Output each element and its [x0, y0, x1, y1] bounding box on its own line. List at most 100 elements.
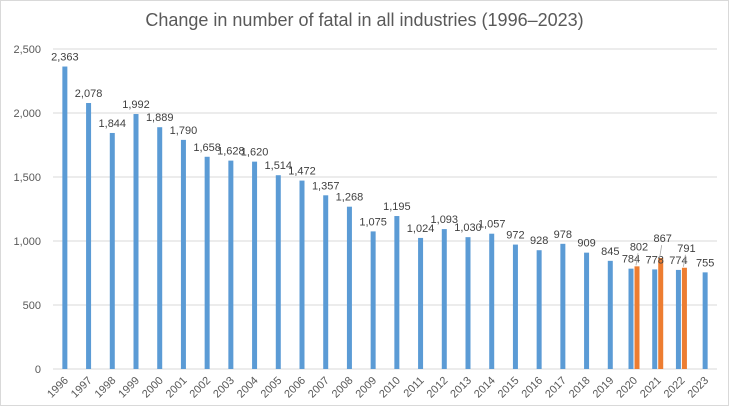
y-tick-label: 500	[23, 300, 41, 312]
bar-2004	[252, 161, 258, 369]
bar-2018	[584, 252, 590, 369]
data-label-2018: 909	[577, 238, 595, 250]
x-tick-label: 2009	[353, 375, 379, 401]
y-axis: 0 500 1,000 1,500 2,000 2,500	[13, 44, 41, 376]
bar-2020	[628, 268, 634, 369]
bar-2010	[394, 216, 400, 369]
bar-secondary-2020	[634, 266, 640, 369]
data-label-2001: 1,790	[170, 125, 198, 137]
y-tick-label: 2,000	[13, 108, 41, 120]
data-label-secondary-2021: 867	[654, 233, 672, 245]
leader-line	[683, 254, 686, 267]
x-tick-label: 2017	[543, 375, 569, 401]
y-tick-label: 0	[35, 364, 41, 376]
data-label-2021: 778	[646, 254, 664, 266]
x-tick-label: 2011	[401, 375, 426, 400]
data-label-2007: 1,357	[312, 180, 340, 192]
data-label-secondary-2022: 791	[677, 243, 695, 255]
x-tick-label: 2013	[448, 375, 474, 401]
data-label-2020: 784	[622, 254, 640, 266]
bar-1999	[133, 114, 139, 369]
x-tick-label: 2018	[567, 375, 593, 401]
x-tick-label: 1999	[116, 375, 142, 401]
x-tick-label: 2000	[140, 375, 166, 401]
bar-2003	[228, 160, 234, 369]
data-label-2012: 1,093	[431, 214, 459, 226]
data-label-1998: 1,844	[99, 118, 127, 130]
data-label-2006: 1,472	[288, 166, 316, 178]
data-label-1997: 2,078	[75, 88, 103, 100]
bar-secondary-2022	[681, 267, 687, 369]
x-tick-label: 1996	[45, 375, 71, 401]
data-label-2011: 1,024	[407, 223, 435, 235]
x-tick-label: 1998	[93, 375, 119, 401]
data-label-2023: 755	[696, 257, 714, 269]
data-label-2004: 1,620	[241, 147, 269, 159]
data-label-2010: 1,195	[383, 201, 411, 213]
x-tick-label: 2021	[638, 375, 664, 401]
y-tick-label: 1,000	[13, 236, 41, 248]
bar-1997	[86, 103, 92, 370]
data-label-2013: 1,030	[454, 222, 482, 234]
data-label-2003: 1,628	[217, 146, 245, 158]
bar-secondary-2021	[658, 258, 664, 369]
bar-2013	[465, 237, 471, 369]
leader-line	[635, 253, 639, 266]
data-label-2005: 1,514	[265, 160, 293, 172]
chart-title: Change in number of fatal in all industr…	[145, 10, 584, 30]
x-tick-label: 2003	[211, 375, 237, 401]
y-tick-label: 1,500	[13, 172, 41, 184]
bar-2000	[157, 127, 163, 369]
bar-2015	[512, 244, 518, 369]
x-tick-label: 2020	[614, 375, 640, 401]
x-tick-label: 2008	[330, 375, 356, 401]
bar-2002	[204, 156, 210, 369]
bar-2017	[560, 243, 566, 369]
bar-2009	[370, 231, 376, 369]
x-tick-label: 2019	[591, 375, 617, 401]
leader-line	[659, 244, 663, 258]
data-label-2000: 1,889	[146, 112, 174, 124]
bars	[62, 66, 708, 370]
x-tick-label: 2015	[496, 375, 522, 401]
data-label-2008: 1,268	[336, 192, 364, 204]
y-tick-label: 2,500	[13, 44, 41, 56]
data-label-secondary-2020: 802	[630, 241, 648, 253]
x-tick-label: 2006	[282, 375, 308, 401]
bar-2021	[652, 269, 658, 369]
x-tick-label: 1997	[69, 375, 95, 401]
bar-2019	[607, 260, 613, 369]
data-label-2015: 972	[506, 230, 524, 242]
x-axis: 1996199719981999200020012002200320042005…	[45, 375, 711, 401]
x-tick-label: 2012	[425, 375, 451, 401]
x-tick-label: 2007	[306, 375, 332, 401]
bar-2008	[346, 206, 352, 369]
bar-2001	[180, 139, 186, 369]
data-label-2019: 845	[601, 246, 619, 258]
bar-1998	[109, 132, 115, 369]
data-label-2017: 978	[554, 229, 572, 241]
data-label-2014: 1,057	[478, 219, 506, 231]
bar-2014	[489, 233, 495, 369]
data-label-1999: 1,992	[122, 99, 150, 111]
x-tick-label: 2022	[662, 375, 688, 401]
x-tick-label: 2004	[235, 375, 261, 401]
bar-2012	[441, 229, 447, 369]
bar-2023	[702, 272, 708, 369]
bar-2007	[323, 195, 329, 369]
bar-2016	[536, 250, 542, 369]
gridlines	[53, 48, 717, 370]
data-label-2016: 928	[530, 235, 548, 247]
bar-2006	[299, 180, 305, 369]
x-tick-label: 2023	[685, 375, 711, 401]
x-tick-label: 2014	[472, 375, 498, 401]
bar-2011	[418, 237, 424, 369]
bar-1996	[62, 66, 68, 369]
data-label-2009: 1,075	[359, 216, 387, 228]
x-tick-label: 2005	[259, 375, 285, 401]
data-label-2022: 774	[669, 255, 687, 267]
x-tick-label: 2002	[187, 375, 213, 401]
